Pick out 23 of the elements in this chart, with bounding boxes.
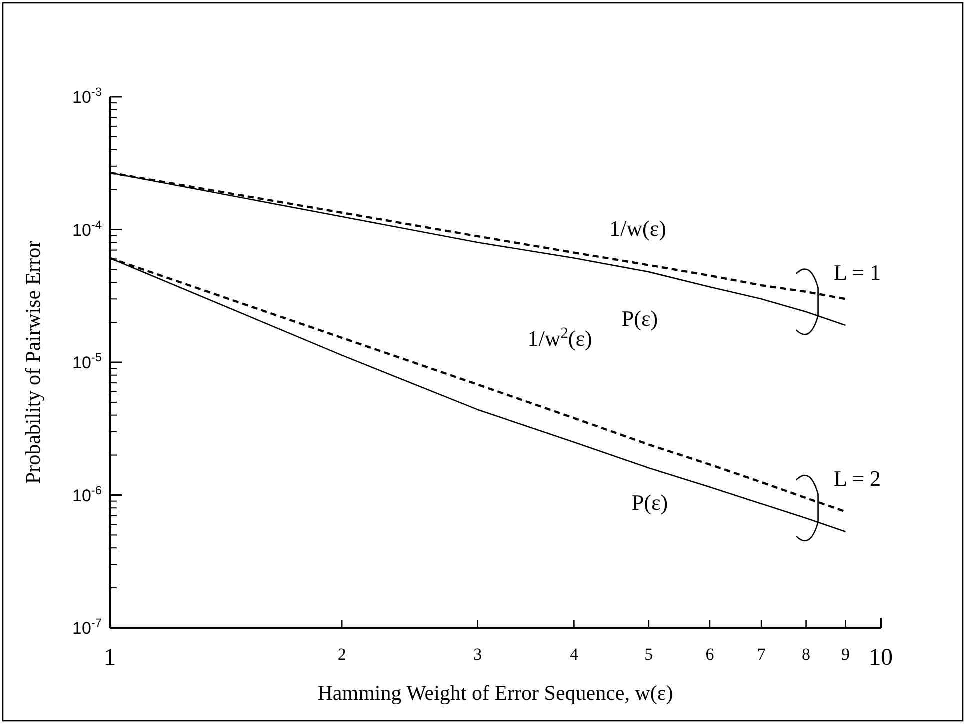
- x-tick-label: 5: [644, 645, 654, 664]
- x-tick-label: 10: [869, 645, 893, 671]
- y-tick-label: 10$^{-5}$: [72, 350, 102, 372]
- x-tick-label: 6: [706, 645, 714, 664]
- x-tick-label: 2: [338, 645, 346, 664]
- annotation: L = 1: [834, 260, 882, 285]
- annotation: 1/w(ε): [610, 216, 666, 241]
- annotation: P(ε): [632, 490, 668, 515]
- x-tick-label: 4: [570, 645, 579, 664]
- annotation: L = 2: [834, 466, 882, 491]
- x-tick-label: 9: [841, 645, 850, 664]
- y-tick-label: 10$^{-6}$: [72, 483, 102, 506]
- x-tick-label: 7: [757, 645, 766, 664]
- x-tick-label: 8: [802, 645, 811, 664]
- x-axis-title: Hamming Weight of Error Sequence, w(ε): [318, 681, 674, 705]
- y-axis-title: Probability of Pairwise Error: [21, 240, 45, 484]
- y-tick-label: 10$^{-7}$: [72, 616, 102, 638]
- y-tick-label: 10$^{-3}$: [72, 85, 102, 107]
- annotation: 1/w$^{2}$(ε): [528, 324, 592, 351]
- y-tick-label: 10$^{-4}$: [72, 218, 102, 240]
- x-tick-label: 1: [104, 645, 116, 671]
- annotation: P(ε): [622, 306, 658, 331]
- x-tick-label: 3: [474, 645, 482, 664]
